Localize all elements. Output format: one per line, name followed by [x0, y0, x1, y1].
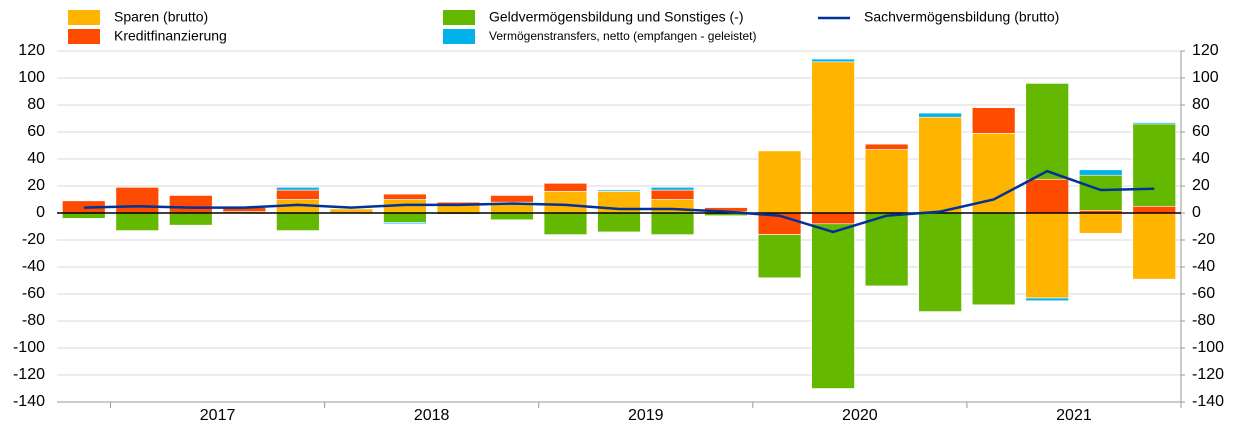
bar	[1025, 83, 1069, 180]
y2-tick-label: -140	[1192, 393, 1224, 410]
bar	[597, 212, 641, 233]
y2-tick-label: 20	[1192, 177, 1210, 194]
bar	[811, 223, 855, 389]
bar	[490, 195, 534, 203]
y-tick-label: 60	[27, 123, 45, 140]
bar	[276, 212, 320, 231]
bar	[543, 183, 588, 192]
bar	[543, 212, 588, 235]
y2-tick-label: -20	[1192, 231, 1215, 248]
y-tick-label: 120	[18, 42, 45, 59]
bar	[650, 199, 695, 214]
y2-tick-label: -100	[1192, 339, 1224, 356]
y-tick-label: -60	[22, 285, 45, 302]
bar	[1025, 178, 1069, 214]
bar	[383, 193, 427, 200]
bar	[169, 212, 213, 226]
y2-tick-label: -40	[1192, 258, 1215, 275]
bar	[383, 222, 427, 225]
bar	[1132, 122, 1176, 125]
x-group-label: 2019	[628, 407, 664, 424]
bar	[650, 187, 695, 191]
bar	[650, 212, 695, 235]
bar	[597, 189, 641, 192]
bar	[864, 212, 909, 287]
bar	[918, 116, 962, 214]
legend-swatch	[443, 10, 475, 25]
bar	[1079, 174, 1123, 211]
bar	[383, 212, 427, 223]
y-tick-label: -120	[13, 366, 45, 383]
y2-tick-label: 120	[1192, 42, 1219, 59]
y2-tick-label: 100	[1192, 69, 1219, 86]
legend-label: Sparen (brutto)	[114, 9, 208, 25]
bar	[757, 150, 802, 214]
bar	[115, 187, 159, 214]
bar	[1132, 123, 1176, 207]
bar	[1132, 205, 1176, 214]
y-tick-label: -80	[22, 312, 45, 329]
bar	[757, 234, 802, 279]
x-group-label: 2021	[1056, 407, 1092, 424]
bar	[62, 212, 106, 219]
bar	[490, 212, 534, 221]
bar	[650, 189, 695, 200]
bar	[276, 189, 320, 200]
y-tick-label: 0	[36, 204, 45, 221]
y2-tick-label: 40	[1192, 150, 1210, 167]
legend-swatch	[68, 29, 100, 44]
bar	[811, 61, 855, 214]
legend-label: Sachvermögensbildung (brutto)	[864, 9, 1059, 25]
y2-tick-label: 80	[1192, 96, 1210, 113]
bar	[276, 187, 320, 191]
bar	[1132, 212, 1176, 280]
legend-label: Kreditfinanzierung	[114, 28, 227, 44]
legend-swatch	[68, 10, 100, 25]
bar	[864, 149, 909, 214]
bar	[1025, 297, 1069, 302]
legend-label: Vermögenstransfers, netto (empfangen - g…	[489, 29, 756, 43]
y-tick-label: 40	[27, 150, 45, 167]
bar	[918, 212, 962, 312]
y-tick-label: -20	[22, 231, 45, 248]
bar	[1079, 169, 1123, 176]
bar	[971, 212, 1016, 306]
y2-tick-label: 60	[1192, 123, 1210, 140]
bar	[971, 133, 1016, 214]
bar	[918, 112, 962, 118]
y2-tick-label: -120	[1192, 366, 1224, 383]
line	[83, 169, 1155, 234]
bar	[115, 212, 159, 231]
y-tick-label: -140	[13, 393, 45, 410]
x-group-label: 2020	[842, 407, 878, 424]
legend-label: Geldvermögensbildung und Sonstiges (-)	[489, 9, 743, 25]
bar	[1079, 212, 1123, 234]
bar	[1025, 212, 1069, 299]
y-tick-label: 100	[18, 69, 45, 86]
bar	[811, 212, 855, 225]
bar	[811, 58, 855, 63]
bar	[864, 143, 909, 150]
x-group-label: 2017	[200, 407, 236, 424]
y-tick-label: 20	[27, 177, 45, 194]
y2-tick-label: -60	[1192, 285, 1215, 302]
legend-swatch	[443, 29, 475, 44]
y-tick-label: -40	[22, 258, 45, 275]
y2-tick-label: 0	[1192, 204, 1201, 221]
y-tick-label: -100	[13, 339, 45, 356]
y2-tick-label: -80	[1192, 312, 1215, 329]
bar	[971, 107, 1016, 134]
x-group-label: 2018	[414, 407, 450, 424]
bar	[543, 191, 588, 214]
y-tick-label: 80	[27, 96, 45, 113]
bar	[169, 195, 213, 214]
